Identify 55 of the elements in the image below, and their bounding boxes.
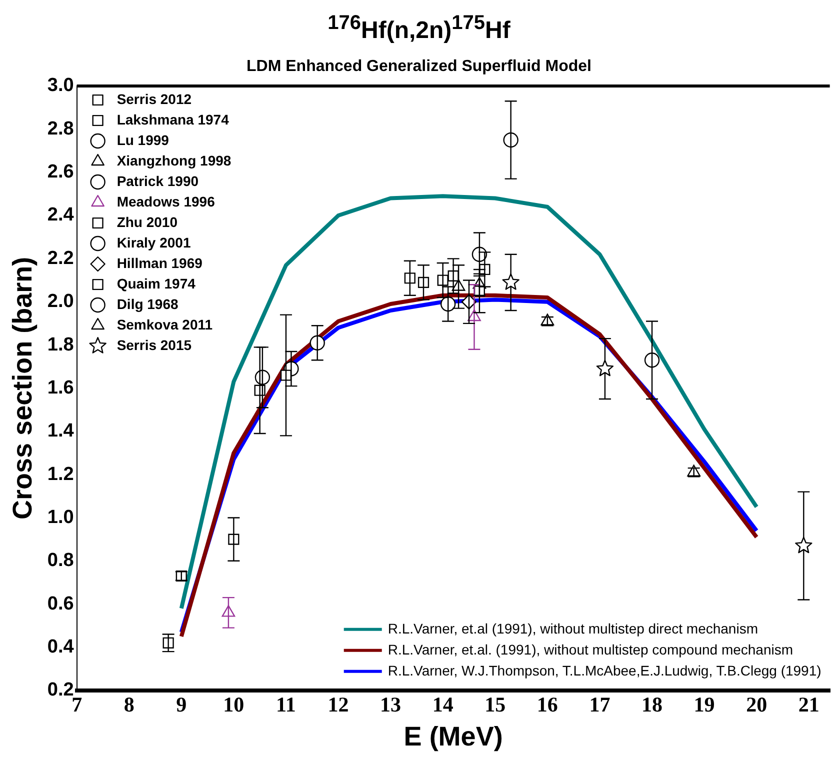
- chart-subtitle: LDM Enhanced Generalized Superfluid Model: [246, 58, 592, 76]
- x-tick-label: 20: [746, 692, 768, 716]
- point: [310, 335, 325, 350]
- y-tick-label: 2.6: [47, 162, 74, 183]
- legend-label: Serris 2015: [116, 336, 192, 353]
- x-tick-label: 15: [484, 692, 506, 716]
- x-tick-label: 14: [432, 692, 454, 716]
- x-tick-label: 9: [176, 692, 187, 716]
- point: [795, 536, 812, 554]
- legend-label: R.L.Varner, et.al. (1991), without multistep compound mechanism: [388, 641, 794, 658]
- chart-title: $^{176}$Hf(n,2n)$^{175}$Hf: [326, 12, 512, 45]
- legend-label: Lakshmana 1974: [116, 111, 230, 128]
- x-tick-label: 17: [589, 692, 610, 716]
- legend-label: R.L.Varner, et.al (1991), without multistep direct mechanism: [388, 620, 758, 636]
- x-tick-label: 7: [72, 692, 82, 716]
- y-tick-label: 2.4: [47, 204, 74, 226]
- legend-label: Kiraly 2001: [116, 234, 191, 250]
- legend-label: Meadows 1996: [116, 193, 216, 210]
- legend-label: Hillman 1969: [116, 254, 203, 271]
- legend-label: Xiangzhong 1998: [116, 152, 232, 168]
- y-tick-label: 1.6: [47, 377, 74, 398]
- y-tick-label: 2.0: [47, 291, 74, 312]
- x-tick-label: 8: [124, 692, 134, 716]
- legend-label: Zhu 2010: [116, 214, 178, 230]
- point: [540, 316, 554, 326]
- x-tick-label: 21: [798, 692, 820, 716]
- legend-label: R.L.Varner, W.J.Thompson, T.L.McAbee,E.J.Ludwig, T.B.Clegg (1991): [388, 662, 822, 678]
- y-tick-label: 0.8: [47, 550, 74, 572]
- legend-label: Quaim 1974: [116, 275, 196, 292]
- x-axis-title: E (MeV): [404, 721, 503, 752]
- x-tick-label: 13: [380, 692, 402, 716]
- y-tick-label: 3.0: [47, 75, 74, 96]
- x-tick-label: 19: [694, 692, 715, 716]
- y-tick-label: 2.8: [47, 118, 74, 140]
- y-tick-label: 1.4: [47, 420, 74, 442]
- x-tick-label: 11: [276, 692, 296, 716]
- y-tick-label: 0.2: [47, 680, 74, 701]
- y-tick-label: 1.2: [47, 464, 74, 485]
- legend-label: Patrick 1990: [116, 172, 199, 189]
- x-tick-label: 12: [328, 692, 349, 716]
- y-tick-label: 2.2: [47, 248, 74, 269]
- y-tick-label: 1.0: [47, 506, 74, 528]
- point: [596, 360, 614, 376]
- y-tick-label: 1.8: [47, 334, 74, 356]
- y-tick-label: 0.6: [47, 593, 74, 614]
- x-tick-label: 10: [223, 692, 244, 716]
- legend-label: Dilg 1968: [116, 296, 178, 312]
- legend-label: Lu 1999: [116, 132, 170, 148]
- legend-label: Semkova 2011: [116, 316, 213, 332]
- y-axis-title: Cross section (barn): [8, 256, 38, 520]
- point: [502, 273, 520, 290]
- y-tick-label: 0.4: [47, 636, 74, 658]
- x-tick-label: 16: [536, 692, 558, 716]
- legend-label: Serris 2012: [116, 90, 192, 107]
- x-tick-label: 18: [642, 692, 663, 716]
